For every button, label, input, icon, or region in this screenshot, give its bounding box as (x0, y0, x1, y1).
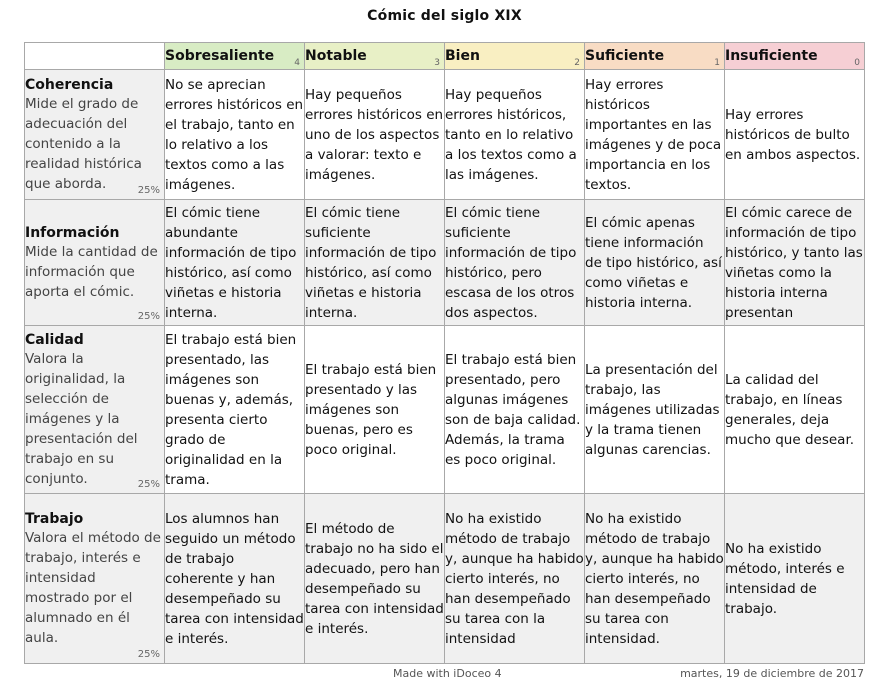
descriptor-cell: No ha existido método de trabajo y, aunq… (444, 493, 585, 664)
descriptor-cell: La calidad del trabajo, en líneas genera… (724, 325, 865, 494)
level-name: Notable (305, 48, 367, 64)
descriptor-cell: No ha existido método de trabajo y, aunq… (584, 493, 725, 664)
criterion-cell: Calidad Valora la originalidad, la selec… (24, 325, 165, 494)
descriptor-cell: El cómic tiene abundante información de … (164, 199, 305, 326)
criterion-name: Coherencia (25, 76, 114, 93)
criterion-name: Trabajo (25, 510, 84, 527)
descriptor-cell: No se aprecian errores históricos en el … (164, 69, 305, 200)
criterion-name: Información (25, 224, 120, 241)
level-score: 4 (294, 58, 300, 68)
descriptor-cell: La presentación del trabajo, las imágene… (584, 325, 725, 494)
descriptor-cell: El método de trabajo no ha sido el adecu… (304, 493, 445, 664)
level-header-notable: Notable 3 (304, 42, 445, 70)
level-score: 2 (574, 58, 580, 68)
descriptor-cell: No ha existido método, interés e intensi… (724, 493, 865, 664)
descriptor-cell: Hay pequeños errores históricos, tanto e… (444, 69, 585, 200)
criterion-weight: 25% (137, 479, 160, 490)
level-header-insuficiente: Insuficiente 0 (724, 42, 865, 70)
level-header-sobresaliente: Sobresaliente 4 (164, 42, 305, 70)
criterion-cell: Información Mide la cantidad de informac… (24, 199, 165, 326)
header-corner (24, 42, 165, 70)
level-name: Insuficiente (725, 48, 818, 64)
level-name: Bien (445, 48, 480, 64)
criterion-weight: 25% (137, 311, 160, 322)
criterion-row-trabajo: Trabajo Valora el método de trabajo, int… (24, 493, 865, 664)
criterion-description: Mide el grado de adecuación del contenid… (25, 95, 142, 192)
level-score: 3 (434, 58, 440, 68)
descriptor-cell: Hay errores históricos de bulto en ambos… (724, 69, 865, 200)
criterion-description: Valora el método de trabajo, interés e i… (25, 529, 161, 646)
level-score: 1 (714, 58, 720, 68)
footer-date: martes, 19 de diciembre de 2017 (680, 667, 864, 680)
descriptor-cell: El trabajo está bien presentado y las im… (304, 325, 445, 494)
criterion-row-informacion: Información Mide la cantidad de informac… (24, 199, 865, 326)
descriptor-cell: Los alumnos han seguido un método de tra… (164, 493, 305, 664)
descriptor-cell: Hay errores históricos importantes en la… (584, 69, 725, 200)
criterion-row-coherencia: Coherencia Mide el grado de adecuación d… (24, 69, 865, 200)
descriptor-cell: El trabajo está bien presentado, las imá… (164, 325, 305, 494)
footer-made-with: Made with iDoceo 4 (393, 667, 502, 680)
descriptor-cell: El cómic apenas tiene información de tip… (584, 199, 725, 326)
criterion-description: Valora la originalidad, la selección de … (25, 350, 138, 487)
descriptor-cell: Hay pequeños errores históricos en uno d… (304, 69, 445, 200)
descriptor-cell: El trabajo está bien presentado, pero al… (444, 325, 585, 494)
criterion-name: Calidad (25, 331, 84, 348)
level-name: Sobresaliente (165, 48, 275, 64)
descriptor-cell: El cómic tiene suficiente información de… (304, 199, 445, 326)
criterion-weight: 25% (137, 185, 160, 196)
level-score: 0 (854, 58, 860, 68)
level-header-bien: Bien 2 (444, 42, 585, 70)
criterion-cell: Trabajo Valora el método de trabajo, int… (24, 493, 165, 664)
page-title: Cómic del siglo XIX (367, 8, 522, 24)
rubric-table: Sobresaliente 4 Notable 3 Bien 2 Suficie… (24, 42, 865, 664)
level-header-suficiente: Suficiente 1 (584, 42, 725, 70)
criterion-row-calidad: Calidad Valora la originalidad, la selec… (24, 325, 865, 494)
criterion-cell: Coherencia Mide el grado de adecuación d… (24, 69, 165, 200)
descriptor-cell: El cómic carece de información de tipo h… (724, 199, 865, 326)
level-header-row: Sobresaliente 4 Notable 3 Bien 2 Suficie… (24, 42, 865, 70)
criterion-description: Mide la cantidad de información que apor… (25, 243, 158, 300)
descriptor-cell: El cómic tiene suficiente información de… (444, 199, 585, 326)
level-name: Suficiente (585, 48, 665, 64)
criterion-weight: 25% (137, 649, 160, 660)
